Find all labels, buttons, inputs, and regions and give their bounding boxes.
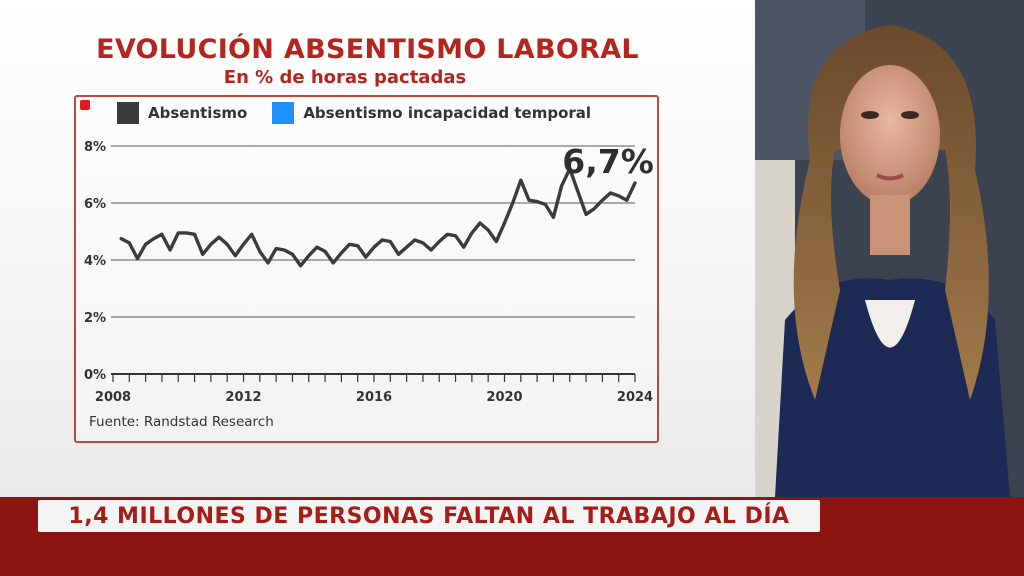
legend-label: Absentismo	[148, 104, 248, 122]
headline-text: 1,4 MILLONES DE PERSONAS FALTAN AL TRABA…	[68, 503, 790, 529]
video-feed	[755, 0, 1024, 497]
legend-label: Absentismo incapacidad temporal	[303, 104, 592, 122]
red-square-icon	[80, 100, 90, 110]
presenter-image	[755, 0, 1024, 497]
x-tick-label: 2008	[95, 390, 131, 405]
chart-subtitle: En % de horas pactadas	[223, 67, 467, 88]
chart-frame	[74, 95, 659, 443]
y-tick-label: 8%	[84, 140, 106, 155]
x-tick-label: 2020	[486, 390, 522, 405]
x-tick-label: 2024	[617, 390, 653, 405]
series-line-0	[119, 167, 637, 268]
chart-title: EVOLUCIÓN ABSENTISMO LABORAL	[96, 34, 639, 65]
y-tick-label: 0%	[84, 368, 106, 383]
value-callout: 6,7%	[562, 142, 654, 181]
legend-swatch-blue	[272, 102, 295, 124]
legend-swatch-dark	[117, 102, 139, 124]
headline-bar: 1,4 MILLONES DE PERSONAS FALTAN AL TRABA…	[38, 500, 820, 532]
legend-item-absentismo: Absentismo	[117, 102, 247, 124]
line-chart: 0% 2% 4% 6% 8% 2008 2012 2016 2020 2024 6,7%	[84, 140, 654, 405]
legend-item-incapacidad: Absentismo incapacidad temporal	[272, 102, 591, 124]
x-tick-label: 2016	[356, 390, 392, 405]
chart-source: Fuente: Randstad Research	[89, 414, 274, 430]
chart-panel: EVOLUCIÓN ABSENTISMO LABORAL En % de hor…	[0, 0, 755, 497]
x-tick-label: 2012	[225, 390, 261, 405]
chart-legend: Absentismo Absentismo incapacidad tempor…	[117, 102, 616, 124]
y-tick-label: 4%	[84, 254, 106, 269]
y-tick-label: 6%	[84, 197, 106, 212]
y-tick-label: 2%	[84, 311, 106, 326]
